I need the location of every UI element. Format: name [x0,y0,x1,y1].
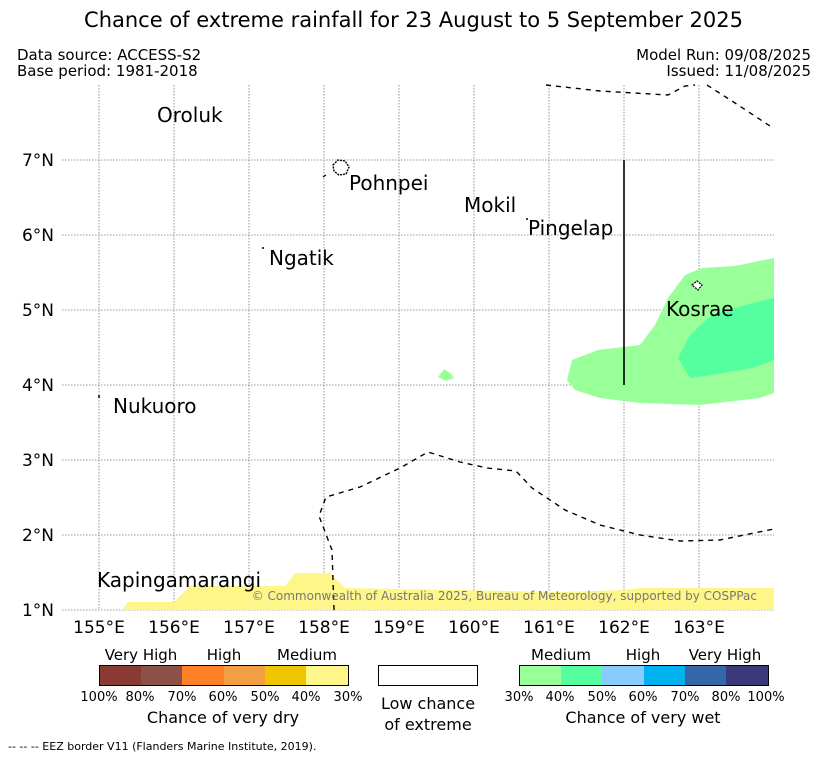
place-label-pingelap: Pingelap [528,216,613,240]
lon-tick: 160°E [448,618,500,638]
dry-swatch-80-100 [100,666,141,685]
lon-tick: 158°E [298,618,350,638]
lon-tick: 162°E [598,618,650,638]
low-chance-line2: of extreme [384,715,472,734]
lat-tick: 2°N [22,526,54,546]
lat-tick: 5°N [22,301,54,321]
dry-swatch-50-60 [224,666,265,685]
pingelap-island [526,218,528,220]
wet-tick: 40% [545,690,575,705]
wet-legend-title: Chance of very wet [565,708,721,727]
base-period: Base period: 1981-2018 [17,62,198,80]
place-label-kapingamarangi: Kapingamarangi [97,568,261,592]
lat-tick-labels: 1°N 2°N 3°N 4°N 5°N 6°N 7°N [22,151,54,621]
dry-tick: 30% [333,690,363,705]
dry-medium-region [122,573,774,610]
lon-tick: 159°E [373,618,425,638]
kosrae-island [691,280,703,291]
wet-tick: 60% [628,690,658,705]
wet-swatch-30-40 [520,666,561,685]
dry-tick: 40% [291,690,321,705]
lon-tick-labels: 155°E 156°E 157°E 158°E 159°E 160°E 161°… [73,618,725,638]
lat-tick: 6°N [22,226,54,246]
dry-tick: 50% [250,690,280,705]
place-label-pohnpei: Pohnpei [349,171,429,195]
wet-swatch-50-60 [602,666,644,685]
wet-medium-small-patch [438,369,454,381]
dry-tick: 100% [80,690,118,705]
wet-tick: 50% [587,690,617,705]
pohnpei-reef [322,174,327,178]
lon-tick: 161°E [523,618,575,638]
map-title: Chance of extreme rainfall for 23 August… [84,8,743,32]
dry-group-very-high: Very High [104,646,178,664]
wet-medium-40-region [678,298,774,378]
lon-tick: 156°E [148,618,200,638]
wet-colorbar [519,665,769,686]
wet-group-very-high: Very High [688,646,762,664]
wet-swatch-60-70 [644,666,685,685]
pohnpei-island [332,159,350,176]
lat-tick: 7°N [22,151,54,171]
wet-swatch-70-80 [685,666,726,685]
dry-legend-title: Chance of very dry [146,708,300,727]
wet-swatch-40-50 [561,666,602,685]
wet-tick: 70% [670,690,700,705]
wet-tick: 80% [711,690,741,705]
rainfall-map: Oroluk Pohnpei Mokil Pingelap Ngatik Kos… [22,84,775,638]
low-chance-swatch [378,665,478,686]
lon-tick: 155°E [73,618,125,638]
place-label-ngatik: Ngatik [269,246,334,270]
place-label-nukuoro: Nukuoro [113,394,197,418]
issued-date: Issued: 11/08/2025 [666,62,811,80]
dry-swatch-70-80 [141,666,182,685]
wet-swatch-80-100 [726,666,768,685]
dry-group-high: High [206,646,242,664]
dry-tick: 70% [167,690,197,705]
copyright-notice: © Commonwealth of Australia 2025, Bureau… [252,589,757,603]
dry-swatch-30-40 [306,666,348,685]
lat-tick: 4°N [22,376,54,396]
lat-tick: 1°N [22,601,54,621]
wet-group-high: High [625,646,661,664]
lon-tick: 157°E [223,618,275,638]
dry-group-medium: Medium [277,646,337,664]
dry-tick: 60% [208,690,238,705]
model-run: Model Run: 09/08/2025 [636,46,811,64]
wet-group-medium: Medium [531,646,591,664]
lat-tick: 3°N [22,451,54,471]
eez-footer-note: -- -- -- EEZ border V11 (Flanders Marine… [8,740,317,753]
eez-border [318,84,775,611]
dry-swatch-60-70 [182,666,224,685]
low-chance-line1: Low chance [380,694,476,713]
dry-swatch-40-50 [265,666,306,685]
ngatik-island [262,247,264,249]
place-label-oroluk: Oroluk [157,103,223,127]
data-source: Data source: ACCESS-S2 [17,46,202,64]
wet-tick: 100% [747,690,785,705]
wet-tick: 30% [504,690,534,705]
lon-tick: 163°E [673,618,725,638]
dry-tick: 80% [125,690,155,705]
dry-colorbar [99,665,349,686]
place-label-mokil: Mokil [464,193,516,217]
place-label-kosrae: Kosrae [666,297,734,321]
place-labels: Oroluk Pohnpei Mokil Pingelap Ngatik Kos… [97,103,734,592]
